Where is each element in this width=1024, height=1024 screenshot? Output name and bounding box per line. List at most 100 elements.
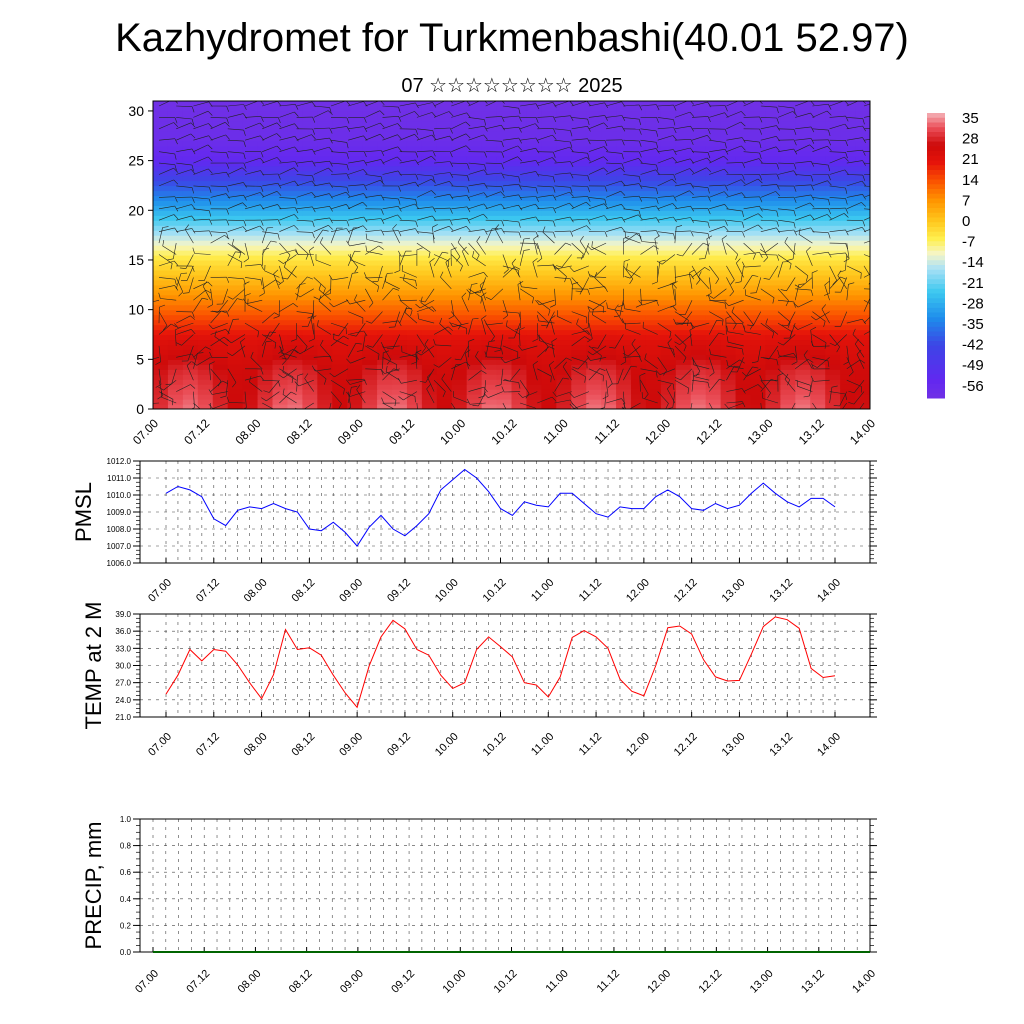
heatmap-cell <box>362 175 378 182</box>
wind-barb-shaft <box>475 356 486 369</box>
heatmap-cell <box>287 334 303 341</box>
heatmap-cell <box>362 145 378 152</box>
heatmap-cell <box>302 404 318 409</box>
heatmap-cell <box>765 165 781 172</box>
wind-barb-shaft <box>743 205 760 210</box>
heatmap-cell <box>496 105 513 112</box>
heatmap-cell <box>182 175 199 182</box>
heatmap-cell <box>541 389 557 395</box>
heatmap-cell <box>795 200 811 206</box>
wind-barb-feather <box>570 141 573 148</box>
heatmap-cell <box>332 294 348 301</box>
wind-barb-feather <box>707 222 710 228</box>
wind-barb-feather <box>294 136 299 142</box>
heatmap-cell <box>601 304 617 311</box>
heatmap-cell <box>257 264 274 271</box>
wind-barb-feather <box>449 321 454 327</box>
wind-barb-shaft <box>691 151 709 153</box>
heatmap-cell <box>631 250 647 256</box>
wind-barb-shaft <box>227 254 243 263</box>
wind-barb-feather <box>742 211 744 217</box>
heatmap-cell <box>317 394 333 400</box>
wind-barb-feather <box>346 299 351 305</box>
heatmap-cell <box>750 220 767 226</box>
heatmap-cell <box>347 329 363 336</box>
heatmap-cell <box>750 210 767 216</box>
heatmap-cell <box>526 339 542 346</box>
wind-barb-feather <box>209 210 212 217</box>
wind-barb-shaft <box>222 288 229 305</box>
heatmap-cell <box>675 120 692 127</box>
heatmap-cell <box>675 384 692 390</box>
wind-barb-shaft <box>519 250 525 266</box>
heatmap-cell <box>451 220 468 226</box>
heatmap-cell <box>840 180 856 187</box>
heatmap-cell <box>795 155 811 162</box>
wind-barb-shaft <box>760 136 777 141</box>
heatmap-cell <box>421 110 438 117</box>
heatmap-cell <box>347 255 363 261</box>
heatmap-cell <box>242 334 259 341</box>
heatmap-cell <box>197 175 214 182</box>
heatmap-cell <box>526 190 542 196</box>
heatmap-cell <box>645 235 662 241</box>
wind-barb-feather <box>501 386 505 393</box>
wind-barb-shaft <box>812 145 828 152</box>
heatmap-cell <box>257 309 274 316</box>
heatmap-cell <box>645 120 662 127</box>
wind-barb-shaft <box>433 252 443 267</box>
heatmap-cell <box>571 105 587 112</box>
wind-barb-shaft <box>657 357 667 371</box>
heatmap-cell <box>541 374 557 380</box>
heatmap-cell <box>481 135 498 142</box>
heatmap-cell <box>406 170 423 177</box>
heatmap-cell <box>212 259 229 266</box>
heatmap-cell <box>660 289 677 296</box>
heatmap-cell <box>466 269 483 276</box>
heatmap-cell <box>153 339 169 346</box>
heatmap-cell <box>227 105 244 112</box>
wind-barb-feather <box>523 237 530 240</box>
heatmap-cell <box>765 230 781 236</box>
heatmap-cell <box>153 269 169 276</box>
heatmap-cell <box>377 374 393 380</box>
wind-barb-shaft <box>760 162 777 164</box>
heatmap-cell <box>302 215 318 221</box>
heatmap-cell <box>421 334 438 341</box>
heatmap-cell <box>436 259 453 266</box>
wind-barb-feather <box>535 299 540 305</box>
wind-barb-shaft <box>691 219 708 223</box>
heatmap-cell <box>511 255 528 261</box>
wind-barb-shaft <box>863 229 870 232</box>
wind-barb-shaft <box>803 354 813 369</box>
heatmap-cell <box>332 389 348 395</box>
heatmap-cell <box>720 150 737 157</box>
heatmap-cell <box>227 130 244 137</box>
heatmap-cell <box>257 120 274 127</box>
heatmap-cell <box>153 284 169 291</box>
heatmap-cell <box>451 339 468 346</box>
heatmap-cell <box>660 299 677 306</box>
heatmap-cell <box>780 140 796 147</box>
heatmap-cell <box>765 120 781 127</box>
wind-barb-shaft <box>863 139 870 141</box>
heatmap-cell <box>182 205 199 211</box>
heatmap-cell <box>526 115 542 122</box>
wind-barb-shaft <box>399 299 413 311</box>
wind-barb-feather <box>673 174 677 181</box>
wind-barb-shaft <box>158 311 168 326</box>
wind-barb-shaft <box>777 311 791 323</box>
heatmap-cell <box>496 369 513 375</box>
wind-barb-feather <box>277 204 282 210</box>
heatmap-cell <box>153 185 169 192</box>
wind-barb-shaft <box>227 242 242 253</box>
wind-barb-shaft <box>296 311 313 314</box>
heatmap-cell <box>317 269 333 276</box>
heatmap-cell <box>601 374 617 380</box>
wind-barb-shaft <box>571 156 587 164</box>
wind-barb-feather <box>243 182 247 188</box>
wind-barb-feather <box>707 187 710 194</box>
heatmap-cell <box>795 394 811 400</box>
wind-barb-shaft <box>193 391 195 408</box>
heatmap-cell <box>750 180 767 187</box>
